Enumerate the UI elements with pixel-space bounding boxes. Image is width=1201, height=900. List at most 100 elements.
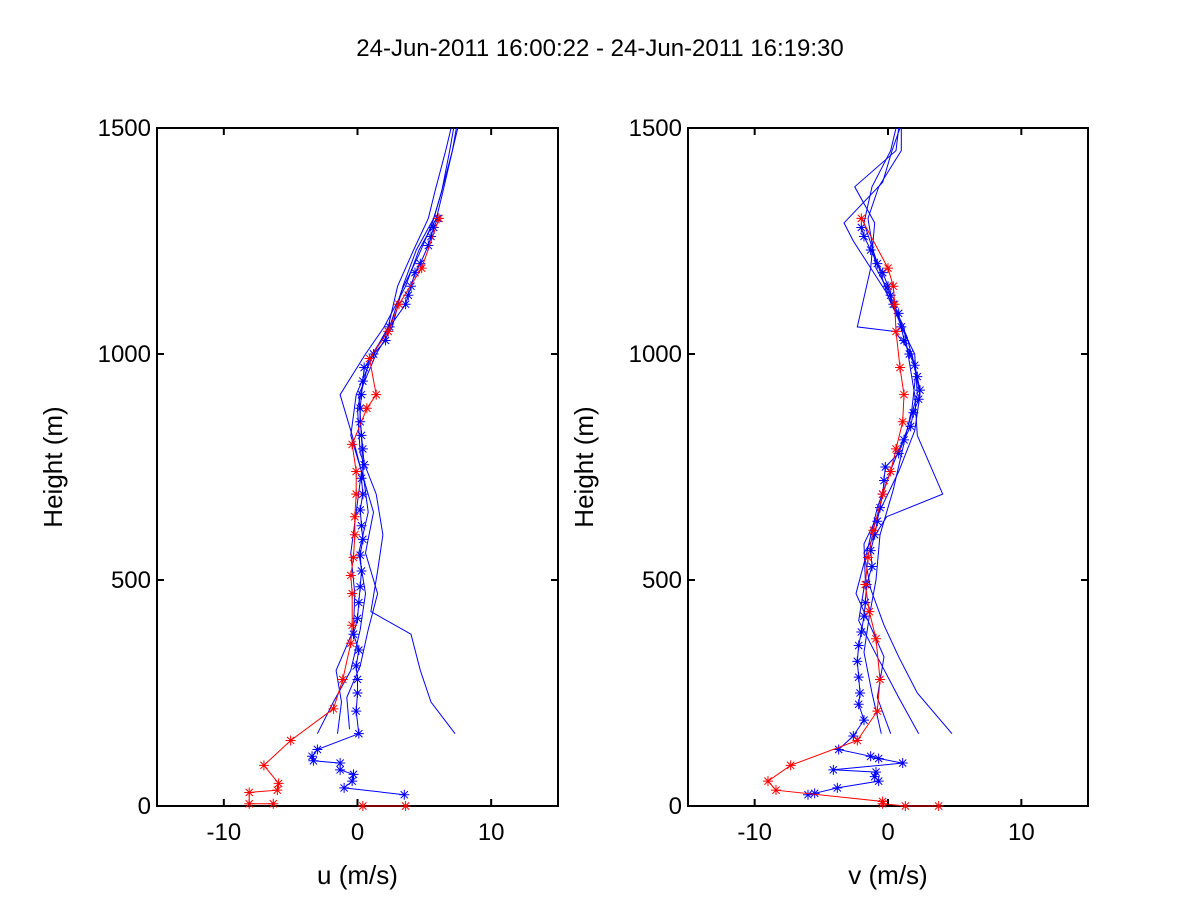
series-line — [863, 127, 917, 734]
data-point-marker — [877, 267, 888, 278]
data-point-marker — [423, 240, 434, 251]
v-wind-profile-plot: -10 0 10 0 500 1000 1500 v (m/s) Height (m) — [569, 115, 1089, 890]
data-point-marker — [356, 565, 367, 576]
data-point-marker — [351, 660, 362, 671]
data-point-marker — [337, 674, 348, 685]
data-point-marker — [357, 443, 368, 454]
x-tick-label: -10 — [737, 819, 772, 846]
data-point-marker — [888, 281, 899, 292]
series-line — [248, 218, 440, 805]
y-tick-label: 1000 — [98, 341, 151, 368]
data-point-marker — [809, 788, 820, 799]
data-point-marker — [860, 597, 871, 608]
data-point-marker — [355, 504, 366, 515]
data-point-marker — [345, 570, 356, 581]
data-point-marker — [307, 751, 318, 762]
data-point-marker — [869, 771, 880, 782]
data-point-marker — [272, 785, 283, 796]
data-point-marker — [357, 376, 368, 387]
data-point-marker — [883, 263, 893, 274]
data-point-marker — [871, 767, 881, 778]
data-point-marker — [832, 782, 843, 793]
data-point-marker — [368, 349, 379, 359]
data-point-marker — [380, 335, 391, 346]
data-point-marker — [885, 466, 896, 477]
u-wind-profile-plot: -10 0 10 0 500 1000 1500 u (m/s) Height (m) — [38, 115, 559, 890]
data-point-marker — [897, 758, 908, 769]
data-point-marker — [308, 755, 319, 766]
data-point-marker — [848, 730, 859, 741]
data-point-marker — [244, 798, 255, 809]
data-point-marker — [355, 403, 366, 414]
data-point-marker — [347, 588, 358, 599]
data-point-marker — [403, 290, 414, 301]
data-point-marker — [908, 407, 919, 418]
data-point-marker — [913, 394, 924, 405]
data-point-marker — [328, 703, 339, 714]
data-point-marker — [879, 475, 889, 486]
data-point-marker — [285, 735, 296, 746]
data-point-marker — [335, 758, 346, 769]
data-point-marker — [873, 753, 884, 764]
axes-frame — [156, 127, 559, 807]
series-3 — [863, 127, 917, 734]
data-point-marker — [859, 715, 869, 726]
data-point-marker — [856, 213, 867, 224]
y-tick-label: 1500 — [98, 115, 151, 142]
series-6 — [357, 801, 411, 811]
data-point-marker — [351, 489, 362, 500]
data-point-marker — [904, 349, 915, 359]
data-point-marker — [864, 606, 875, 617]
data-point-marker — [852, 735, 863, 746]
data-point-marker — [912, 371, 923, 382]
data-point-marker — [893, 448, 904, 459]
y-axis-label: Height (m) — [569, 406, 599, 527]
data-point-marker — [863, 552, 873, 563]
data-point-marker — [400, 801, 411, 811]
data-point-marker — [357, 534, 368, 545]
series-line — [807, 227, 921, 796]
series-line — [346, 127, 452, 730]
data-point-marker — [352, 613, 363, 624]
data-point-marker — [352, 674, 363, 685]
data-point-marker — [347, 439, 358, 450]
data-point-marker — [896, 321, 907, 332]
data-point-marker — [852, 656, 863, 667]
data-point-marker — [915, 385, 925, 396]
data-point-marker — [364, 353, 375, 364]
data-point-marker — [909, 360, 920, 371]
data-point-marker — [244, 787, 255, 798]
data-point-marker — [785, 760, 796, 771]
data-point-marker — [869, 529, 880, 540]
data-point-marker — [416, 263, 427, 274]
y-axis-label: Height (m) — [38, 406, 68, 527]
x-tick-label: 0 — [351, 819, 364, 846]
data-point-marker — [399, 789, 410, 800]
data-point-marker — [349, 511, 360, 522]
data-point-marker — [833, 744, 844, 755]
data-point-marker — [353, 728, 364, 739]
data-point-marker — [853, 699, 864, 710]
data-point-marker — [273, 778, 284, 789]
data-point-marker — [355, 416, 366, 427]
data-point-marker — [895, 362, 905, 373]
data-point-marker — [348, 769, 359, 780]
data-point-marker — [339, 782, 350, 793]
data-point-marker — [409, 267, 420, 278]
data-point-marker — [828, 764, 839, 775]
data-point-marker — [885, 290, 896, 301]
data-point-marker — [426, 231, 437, 242]
data-point-marker — [868, 525, 879, 536]
data-point-marker — [359, 459, 370, 470]
series-5 — [763, 213, 944, 811]
data-point-marker — [897, 416, 908, 427]
data-point-marker — [258, 760, 269, 771]
data-point-marker — [771, 785, 781, 796]
data-point-marker — [359, 362, 370, 373]
data-point-marker — [353, 645, 364, 656]
data-point-marker — [345, 638, 356, 649]
data-point-marker — [899, 434, 909, 445]
data-point-marker — [347, 620, 358, 631]
series-5 — [244, 213, 445, 809]
data-point-marker — [415, 258, 426, 269]
